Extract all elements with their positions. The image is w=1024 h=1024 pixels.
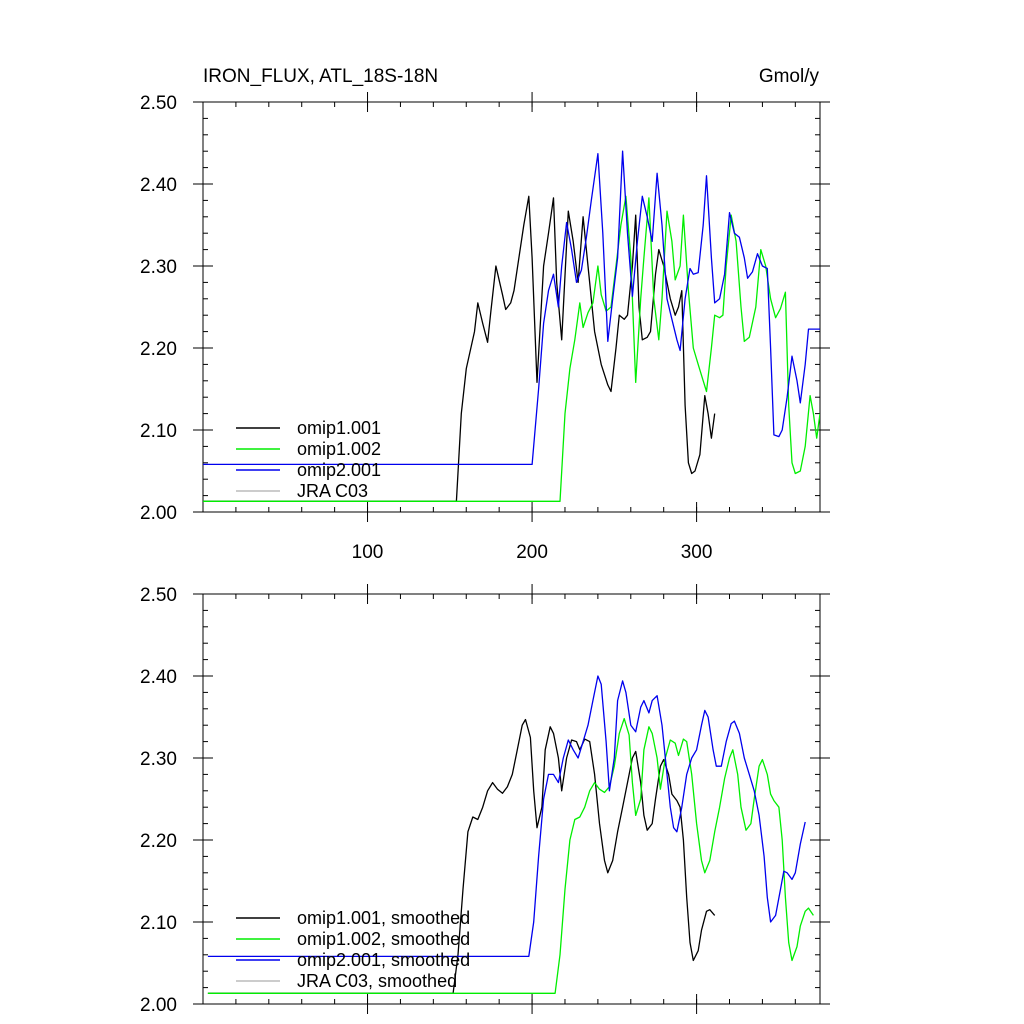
plot-frame — [202, 593, 821, 1005]
legend-label: omip2.001, smoothed — [297, 950, 470, 970]
legend-label: JRA C03 — [297, 481, 368, 501]
series-line — [203, 150, 820, 466]
chart-units: Gmol/y — [759, 66, 820, 87]
x-tick-label: 100 — [352, 542, 384, 563]
legend-label: omip1.002 — [297, 439, 381, 459]
y-tick-label: 2.10 — [140, 421, 177, 442]
y-tick-label: 2.40 — [140, 667, 177, 688]
chart-title: IRON_FLUX, ATL_18S-18N — [203, 66, 438, 87]
series-line — [207, 675, 806, 958]
series-group — [203, 150, 820, 502]
y-tick-label: 2.20 — [140, 339, 177, 360]
series-line — [203, 195, 820, 502]
series-group — [207, 675, 814, 994]
legend-label: JRA C03, smoothed — [297, 971, 457, 991]
y-tick-label: 2.30 — [140, 257, 177, 278]
top-panel: 100 200 300 2.00 2.10 2.20 2.30 2.40 2.50 omip1.0… — [140, 92, 830, 563]
bottom-panel: 2.00 2.10 2.20 2.30 2.40 2.50 omip1.001, smoot… — [140, 584, 830, 1016]
series-line — [203, 195, 716, 502]
y-tick-label: 2.50 — [140, 585, 177, 606]
y-tick-label: 2.50 — [140, 93, 177, 114]
y-tick-label: 2.10 — [140, 913, 177, 934]
y-tick-label: 2.40 — [140, 175, 177, 196]
legend-label: omip1.001 — [297, 418, 381, 438]
y-tick-label: 2.00 — [140, 995, 177, 1016]
y-tick-label: 2.20 — [140, 831, 177, 852]
series-line — [207, 718, 716, 994]
legend-label: omip1.001, smoothed — [297, 908, 470, 928]
y-tick-label: 2.00 — [140, 503, 177, 524]
x-tick-label: 200 — [516, 542, 548, 563]
legend-label: omip1.002, smoothed — [297, 929, 470, 949]
series-line — [207, 717, 814, 994]
y-tick-label: 2.30 — [140, 749, 177, 770]
plot-frame — [202, 101, 821, 513]
x-tick-label: 300 — [681, 542, 713, 563]
legend-label: omip2.001 — [297, 460, 381, 480]
